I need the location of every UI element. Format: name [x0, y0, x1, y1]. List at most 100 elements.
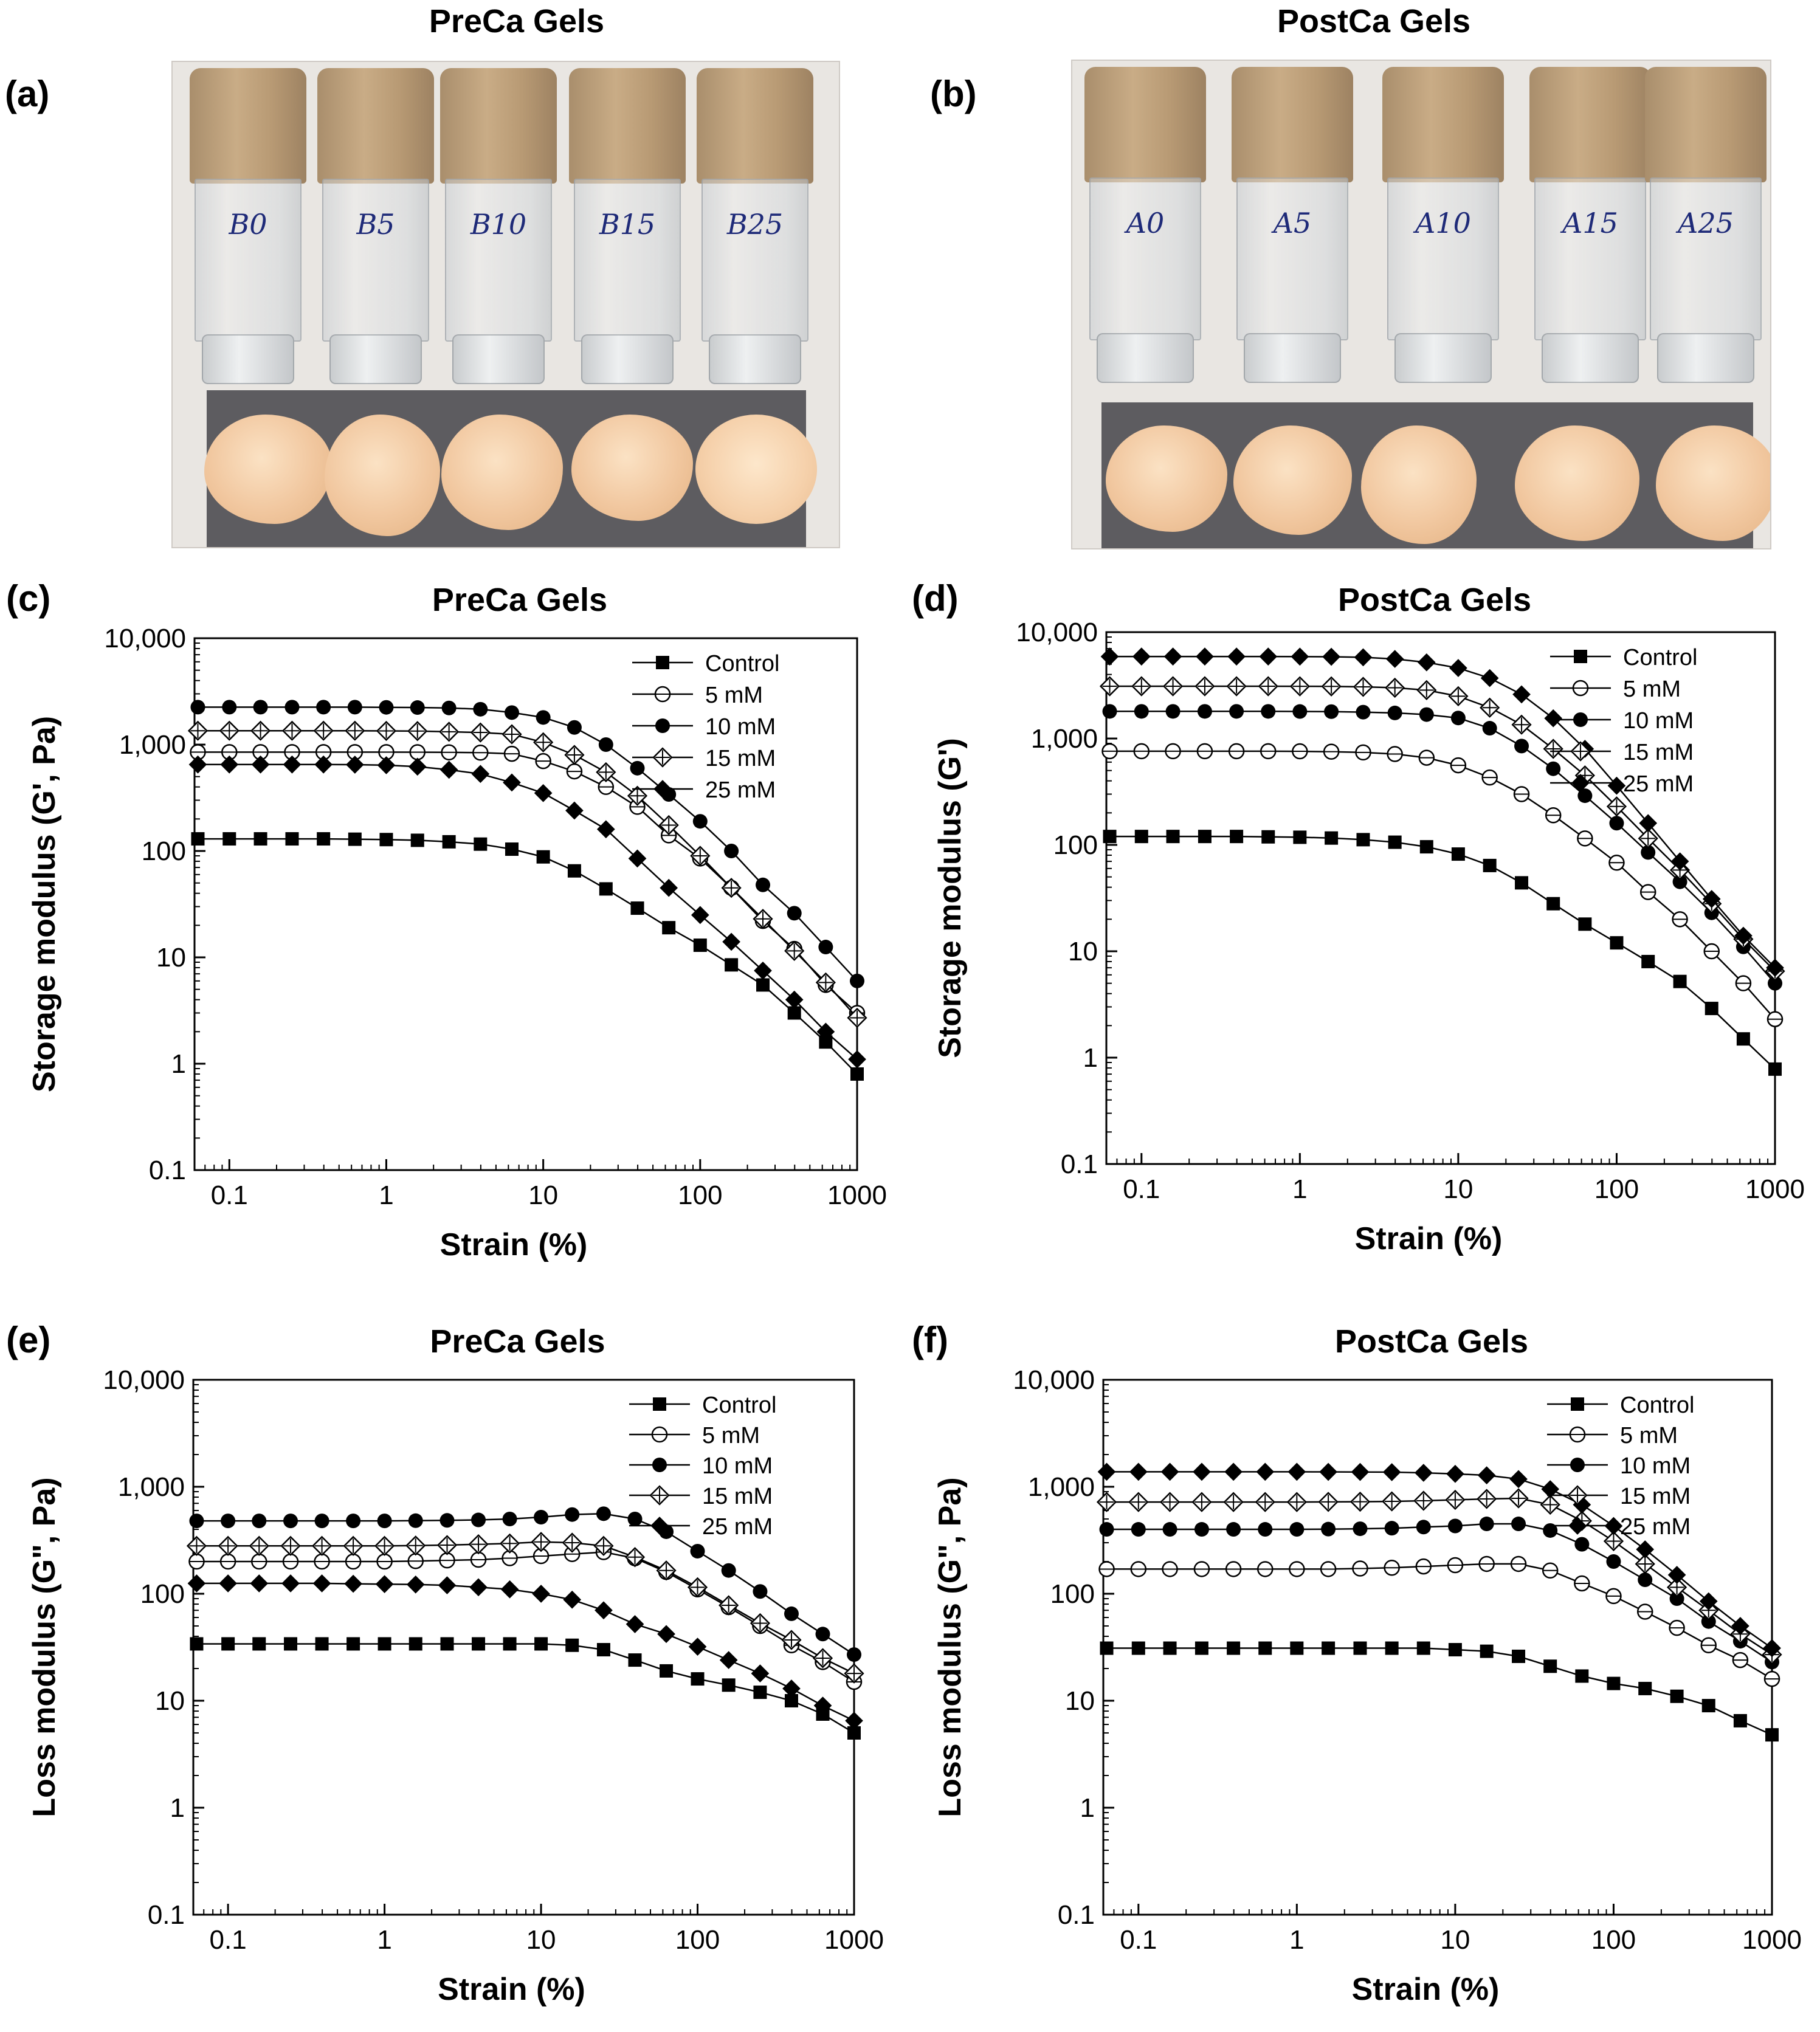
vial-label: A5	[1273, 207, 1312, 239]
data-point	[593, 1535, 614, 1556]
panel-label: (f)	[912, 1320, 948, 1360]
y-tick-label: 1	[171, 1049, 186, 1079]
data-point	[314, 1553, 330, 1570]
data-point	[657, 1625, 675, 1644]
data-point	[1610, 936, 1624, 950]
data-point	[442, 835, 456, 849]
data-point	[1578, 917, 1592, 931]
vial-neck	[1097, 333, 1194, 383]
y-tick-label: 1,000	[1028, 1472, 1095, 1502]
data-point	[376, 1553, 393, 1570]
x-tick-label: 1000	[827, 1180, 887, 1210]
vial-label: B15	[599, 208, 656, 241]
data-point	[374, 1535, 395, 1556]
data-point	[1669, 1591, 1684, 1607]
data-point	[1415, 1558, 1432, 1575]
data-point	[1577, 788, 1593, 804]
vial-cap	[317, 68, 434, 184]
chart-title: PostCa Gels	[1338, 582, 1531, 618]
data-point	[1166, 830, 1180, 844]
data-point	[1230, 830, 1244, 844]
data-point	[533, 732, 554, 753]
vial-label: A25	[1678, 207, 1734, 239]
data-point	[314, 1514, 329, 1529]
data-point	[1324, 704, 1339, 719]
vial-cap	[1529, 67, 1651, 182]
data-point	[1607, 776, 1626, 795]
data-point	[284, 700, 300, 715]
data-point	[280, 1535, 301, 1556]
data-point	[1258, 1522, 1273, 1537]
data-point	[1672, 874, 1687, 889]
data-point	[1382, 1491, 1402, 1512]
data-point	[410, 700, 425, 715]
plot-frame	[1105, 631, 1776, 1165]
data-point	[345, 756, 364, 774]
legend-marker	[1571, 1397, 1584, 1411]
data-point	[1228, 743, 1245, 760]
data-point	[1483, 858, 1497, 872]
data-point	[690, 846, 711, 866]
data-point	[1512, 685, 1531, 704]
data-point	[346, 1637, 360, 1651]
data-point	[1351, 1462, 1370, 1481]
data-point	[188, 755, 207, 774]
legend-entry: 5 mM	[705, 683, 763, 708]
data-point	[1603, 1531, 1624, 1552]
data-point	[1448, 1643, 1462, 1657]
vial-cap	[1232, 67, 1353, 182]
data-point	[187, 720, 209, 741]
data-point	[1289, 1561, 1305, 1577]
data-point	[1193, 1561, 1210, 1577]
series-line	[1109, 750, 1776, 1020]
data-point	[596, 1506, 611, 1521]
data-point	[1543, 1523, 1558, 1538]
data-point	[662, 921, 676, 935]
data-point	[316, 700, 331, 715]
data-point	[1160, 1462, 1179, 1481]
data-point	[219, 1553, 236, 1570]
data-point	[1416, 680, 1437, 701]
panel-label: (e)	[6, 1320, 50, 1360]
data-point	[285, 832, 299, 846]
legend-entry: 10 mM	[1623, 708, 1694, 734]
data-point	[345, 720, 365, 741]
data-point	[250, 1574, 269, 1593]
gel-sample-a5	[1233, 425, 1352, 535]
data-point	[721, 1563, 736, 1578]
data-point	[1353, 677, 1374, 697]
series-line	[1109, 835, 1776, 1070]
data-point	[1352, 1560, 1368, 1577]
data-point	[721, 878, 742, 898]
panel-label: (c)	[6, 578, 50, 619]
data-point	[753, 1686, 767, 1700]
x-axis-label: Strain (%)	[1352, 1972, 1500, 2007]
data-point	[847, 1007, 867, 1028]
data-point	[503, 745, 520, 762]
data-point	[1321, 1521, 1336, 1537]
data-point	[1732, 1651, 1749, 1669]
vial-neck	[329, 334, 422, 384]
data-point	[1322, 647, 1340, 666]
data-point	[1163, 1641, 1177, 1655]
data-point	[626, 1615, 644, 1633]
data-point	[499, 1533, 520, 1554]
y-tick-label: 1	[1080, 1793, 1095, 1823]
vial-cap	[569, 68, 686, 184]
data-point	[1325, 831, 1339, 845]
data-point	[628, 849, 647, 868]
vial-b15: B15	[569, 68, 686, 384]
data-point	[1701, 1614, 1716, 1629]
data-point	[1511, 714, 1532, 735]
legend-entry: 10 mM	[705, 714, 776, 740]
gel-sample-b15	[571, 415, 693, 521]
vial-cap	[697, 68, 813, 184]
x-tick-label: 100	[1591, 1925, 1636, 1955]
legend-entry: 10 mM	[1620, 1453, 1691, 1479]
series-control	[191, 832, 864, 1081]
data-point	[1292, 704, 1308, 719]
vial-neck	[1244, 333, 1341, 383]
data-point	[630, 901, 644, 915]
data-point	[472, 745, 489, 761]
data-point	[1670, 1689, 1684, 1703]
